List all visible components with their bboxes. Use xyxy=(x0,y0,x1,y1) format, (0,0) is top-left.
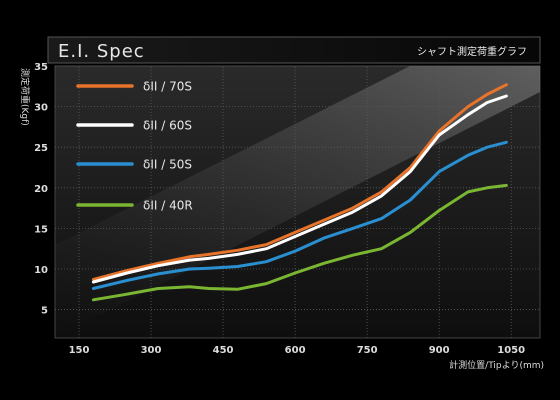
x-tick-label: 900 xyxy=(429,345,450,356)
y-tick-label: 35 xyxy=(34,62,48,73)
x-tick-label: 750 xyxy=(357,345,378,356)
x-tick-label: 150 xyxy=(69,345,90,356)
chart-title: E.I. Spec xyxy=(58,41,145,62)
x-tick-label: 450 xyxy=(213,345,234,356)
x-axis-ticks: 150 300 450 600 750 900 1050 xyxy=(69,345,526,356)
series-line-0 xyxy=(91,83,508,281)
y-tick-label: 30 xyxy=(34,103,48,114)
legend: δII / 70S δII / 60S δII / 50S δII / 40R xyxy=(76,80,193,213)
chart-subtitle: シャフト測定荷重グラフ xyxy=(417,45,527,58)
x-axis-label: 計測位置/Tipより(mm) xyxy=(449,359,544,371)
grid-lines xyxy=(55,65,540,338)
legend-label-3: δII / 40R xyxy=(143,199,193,213)
x-tick-label: 600 xyxy=(285,345,306,356)
y-tick-label: 10 xyxy=(34,265,48,276)
x-tick-label: 1050 xyxy=(497,345,525,356)
series-line-3 xyxy=(91,183,508,302)
x-tick-label: 300 xyxy=(141,345,162,356)
y-axis-ticks: 5 10 15 20 25 30 35 xyxy=(34,62,48,317)
y-tick-label: 15 xyxy=(34,224,48,235)
y-axis-label: 測定荷重(Kgf) xyxy=(19,68,31,126)
series-line-1 xyxy=(91,94,508,284)
legend-label-0: δII / 70S xyxy=(143,80,192,94)
legend-label-2: δII / 50S xyxy=(143,158,192,172)
y-tick-label: 5 xyxy=(41,306,48,317)
data-series xyxy=(91,83,508,302)
legend-label-1: δII / 60S xyxy=(143,119,192,133)
series-line-2 xyxy=(91,140,508,290)
y-tick-label: 20 xyxy=(34,184,48,195)
title-bar xyxy=(47,36,541,64)
y-tick-label: 25 xyxy=(34,143,48,154)
